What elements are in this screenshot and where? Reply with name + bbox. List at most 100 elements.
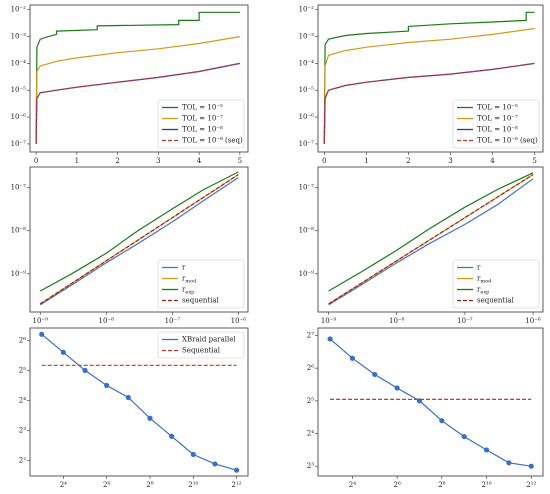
x-tick-label: 10⁻⁸ bbox=[389, 317, 405, 325]
x-tick-label: 10⁻⁷ bbox=[457, 317, 473, 325]
x-tick-label: 1 bbox=[364, 157, 368, 165]
point bbox=[104, 382, 110, 389]
y-tick-label: 10⁻⁷ bbox=[299, 184, 315, 192]
y-tick-label: 10⁻⁵ bbox=[11, 86, 27, 94]
legend-box bbox=[452, 259, 540, 309]
y-tick-label: 2³ bbox=[19, 426, 26, 434]
legend-label: TOL = 10⁻⁷ bbox=[182, 115, 223, 123]
y-tick-label: 10⁻⁵ bbox=[299, 86, 315, 94]
legend-label: TOL = 10⁻⁵ bbox=[477, 104, 518, 112]
y-tick-label: 10⁻⁹ bbox=[299, 270, 315, 278]
x-tick-label: 2⁸ bbox=[146, 481, 153, 489]
y-tick-label: 10⁻³ bbox=[299, 33, 315, 41]
x-tick-label: 2¹² bbox=[526, 481, 536, 489]
x-tick-label: 2⁶ bbox=[103, 481, 110, 489]
point bbox=[483, 447, 490, 453]
x-tick-label: 0 bbox=[322, 157, 326, 165]
series-line bbox=[39, 174, 239, 305]
plot-frame bbox=[317, 327, 544, 477]
x-tick-label: 10⁻⁹ bbox=[33, 317, 49, 325]
y-tick-label: 10⁻⁴ bbox=[11, 59, 27, 67]
point bbox=[439, 418, 445, 424]
x-tick-label: 4 bbox=[490, 157, 495, 165]
series-line bbox=[41, 333, 237, 471]
point bbox=[233, 467, 240, 473]
legend-label: TOL = 10⁻⁵ bbox=[182, 104, 223, 112]
x-tick-label: 10⁻⁶ bbox=[525, 317, 541, 325]
series-line bbox=[329, 338, 532, 467]
point bbox=[190, 451, 196, 458]
legend-label: TOL = 10⁻⁸ (seq) bbox=[182, 137, 243, 145]
series-line bbox=[39, 171, 239, 292]
series-line bbox=[323, 27, 535, 144]
x-tick-label: 2⁸ bbox=[438, 481, 445, 489]
series-line bbox=[328, 178, 534, 306]
series-line bbox=[328, 174, 534, 305]
x-tick-label: 2 bbox=[406, 157, 410, 165]
point bbox=[461, 433, 467, 440]
x-tick-label: 2¹⁰ bbox=[188, 481, 198, 489]
legend-box bbox=[452, 99, 540, 149]
series-line bbox=[35, 36, 241, 144]
legend-label: rexp bbox=[182, 286, 194, 296]
series-line bbox=[35, 11, 240, 144]
y-tick-label: 10⁻⁹ bbox=[11, 270, 27, 278]
point bbox=[349, 355, 356, 361]
x-tick-label: 3 bbox=[448, 157, 452, 165]
y-tick-label: 2³ bbox=[307, 462, 314, 470]
y-tick-label: 10⁻⁷ bbox=[299, 140, 315, 148]
x-tick-label: 2⁶ bbox=[393, 481, 400, 489]
legend-box bbox=[157, 99, 245, 149]
y-tick-label: 2² bbox=[19, 457, 26, 465]
point bbox=[212, 461, 218, 467]
y-tick-label: 10⁻⁸ bbox=[11, 227, 27, 235]
y-tick-label: 10⁻² bbox=[11, 6, 27, 14]
y-tick-label: 10⁻⁷ bbox=[11, 140, 27, 148]
x-tick-label: 3 bbox=[156, 157, 160, 165]
y-tick-label: 2⁵ bbox=[19, 366, 26, 374]
legend-label: TOL = 10⁻⁸ bbox=[477, 126, 518, 134]
plot-frame bbox=[29, 166, 249, 313]
legend: TOL = 10⁻⁵ TOL = 10⁻⁷ TOL = 10⁻⁸ TOL = 10⁻⁸… bbox=[452, 99, 540, 149]
point bbox=[169, 433, 175, 439]
x-tick-label: 5 bbox=[532, 157, 536, 165]
point bbox=[147, 415, 153, 421]
legend-label: rmod bbox=[182, 275, 197, 285]
point bbox=[528, 463, 534, 469]
x-tick-label: 2⁴ bbox=[349, 481, 356, 489]
plot-frame bbox=[317, 166, 544, 313]
legend-label: Sequential bbox=[182, 347, 221, 355]
legend-label: sequential bbox=[182, 297, 220, 305]
x-tick-label: 1 bbox=[75, 157, 79, 165]
x-tick-label: 4 bbox=[197, 157, 202, 165]
series-line bbox=[323, 62, 535, 144]
legend-label: rexp bbox=[477, 286, 489, 296]
y-tick-label: 2⁷ bbox=[307, 331, 314, 339]
x-tick-label: 2¹⁰ bbox=[481, 481, 491, 489]
series-line bbox=[323, 11, 535, 144]
series-line bbox=[35, 62, 241, 144]
legend: TOL = 10⁻⁵ TOL = 10⁻⁷ TOL = 10⁻⁸ TOL = 10⁻⁸… bbox=[157, 99, 245, 149]
legend-label: r bbox=[477, 264, 481, 272]
legend-label: TOL = 10⁻⁸ (seq) bbox=[477, 137, 538, 145]
point bbox=[60, 349, 66, 355]
y-tick-label: 2⁴ bbox=[307, 430, 314, 438]
y-tick-label: 2⁶ bbox=[19, 336, 26, 344]
point bbox=[372, 371, 378, 378]
x-tick-label: 10⁻⁸ bbox=[99, 317, 115, 325]
legend-label: XBraid parallel bbox=[182, 336, 236, 344]
point bbox=[327, 336, 333, 342]
plot-frame bbox=[29, 327, 249, 477]
legend-label: r bbox=[182, 264, 186, 272]
plot-frame bbox=[29, 4, 249, 153]
x-tick-label: 2⁴ bbox=[60, 481, 67, 489]
y-tick-label: 2⁴ bbox=[19, 396, 26, 404]
y-tick-label: 2⁵ bbox=[307, 397, 314, 405]
legend: XBraid parallel Sequential bbox=[157, 331, 245, 359]
point bbox=[394, 385, 400, 391]
legend-label: sequential bbox=[477, 297, 515, 305]
legend-box bbox=[157, 259, 245, 309]
x-tick-label: 10⁻⁹ bbox=[321, 317, 337, 325]
